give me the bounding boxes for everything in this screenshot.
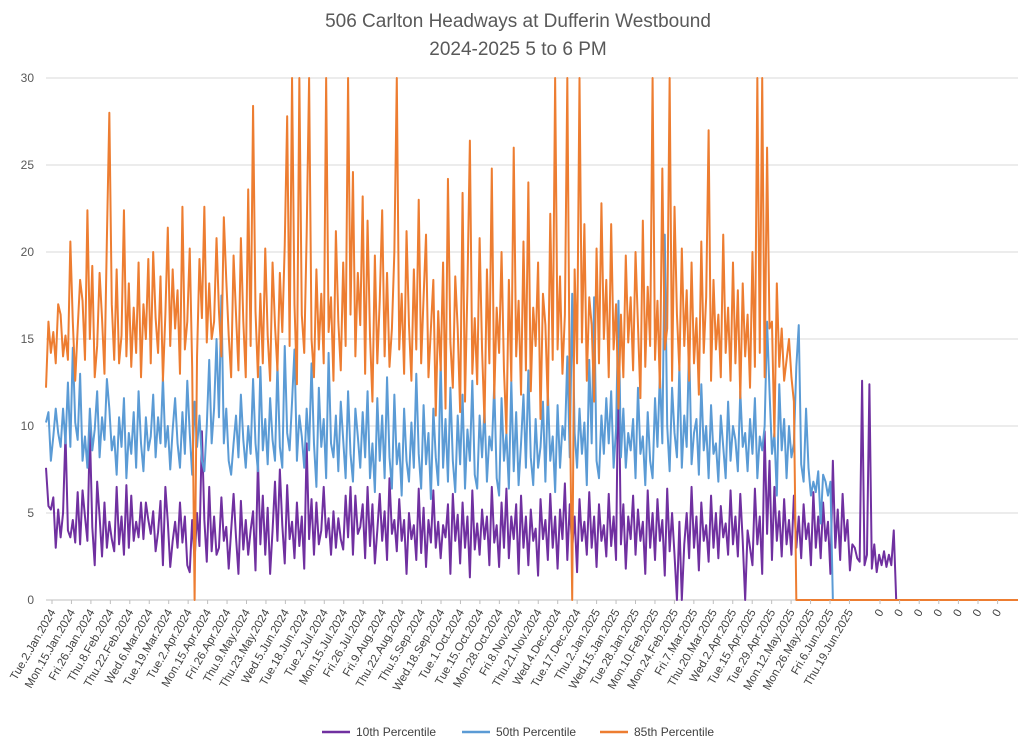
x-tick-label: 0 — [991, 608, 1005, 620]
legend-label-50th: 50th Percentile — [496, 725, 576, 739]
x-tick-label: 0 — [951, 608, 965, 620]
chart-title: 506 Carlton Headways at Dufferin Westbou… — [325, 11, 711, 32]
y-tick-label: 10 — [21, 419, 35, 433]
legend-item-10th[interactable]: 10th Percentile — [322, 725, 436, 739]
chart-subtitle: 2024-2025 5 to 6 PM — [429, 39, 606, 60]
x-axis: Tue.2.Jan.2024Mon.15.Jan.2024Fri.26.Jan.… — [8, 600, 1004, 693]
y-tick-label: 20 — [21, 245, 35, 259]
legend: 10th Percentile 50th Percentile 85th Per… — [322, 725, 714, 739]
x-tick-label: 0 — [873, 608, 887, 620]
series-line-85th — [45, 77, 1018, 601]
series-line-10th — [45, 350, 1018, 601]
y-tick-label: 0 — [27, 593, 34, 607]
legend-label-10th: 10th Percentile — [356, 725, 436, 739]
y-tick-label: 15 — [21, 332, 35, 346]
y-tick-label: 5 — [27, 506, 34, 520]
series-layer — [45, 77, 1018, 601]
x-tick-label: 0 — [893, 608, 907, 620]
legend-item-85th[interactable]: 85th Percentile — [600, 725, 714, 739]
y-tick-label: 30 — [21, 71, 35, 85]
x-tick-label: 0 — [932, 608, 946, 620]
x-tick-label: 0 — [912, 608, 926, 620]
x-tick-label: 0 — [971, 608, 985, 620]
y-tick-label: 25 — [21, 158, 35, 172]
legend-item-50th[interactable]: 50th Percentile — [462, 725, 576, 739]
legend-label-85th: 85th Percentile — [634, 725, 714, 739]
y-axis: 0 5 10 15 20 25 30 — [21, 71, 35, 607]
